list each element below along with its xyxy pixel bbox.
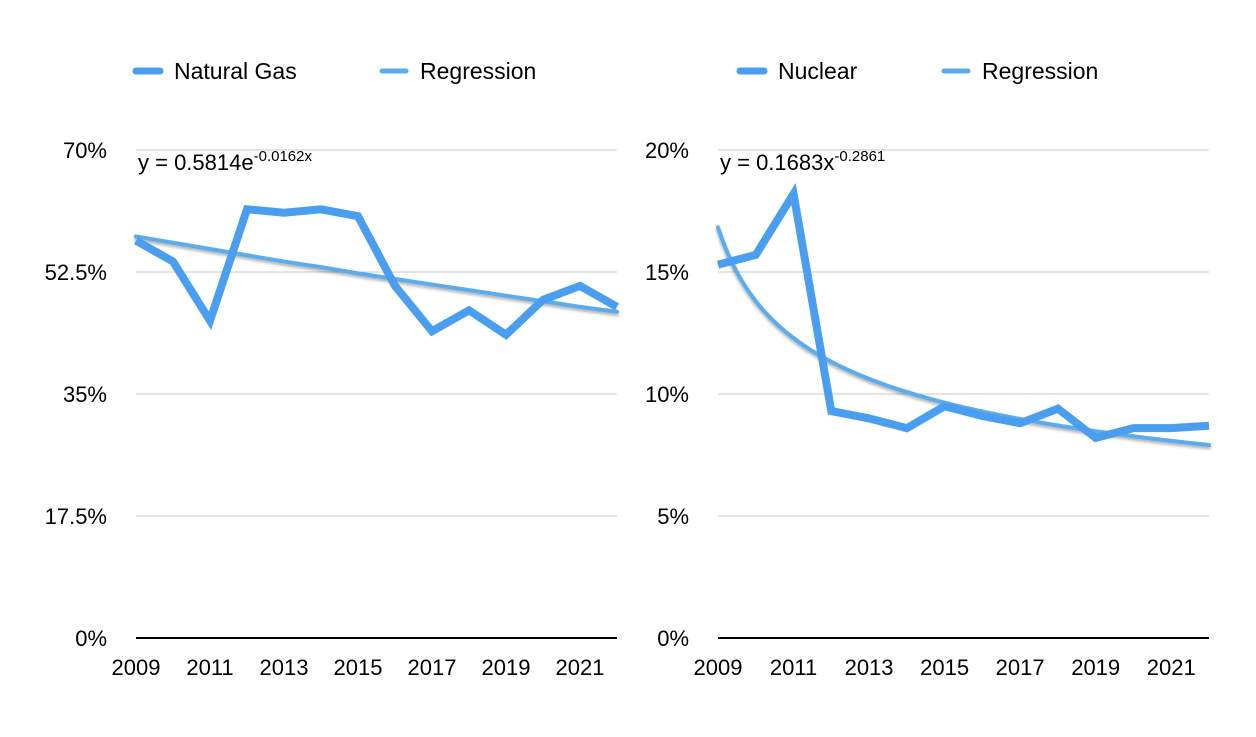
y-tick-label: 20% [645,138,689,163]
series-line-natural-gas [134,204,619,340]
x-tick-label: 2021 [556,655,605,680]
x-tick-label: 2019 [1071,655,1120,680]
y-tick-label: 5% [657,504,689,529]
y-tick-label: 35% [63,382,107,407]
x-tick-label: 2013 [260,655,309,680]
x-tick-label: 2013 [845,655,894,680]
x-tick-label: 2009 [112,655,161,680]
x-tick-label: 2019 [482,655,531,680]
regression-equation: y = 0.1683x-0.2861 [720,148,885,175]
y-tick-label: 0% [657,626,689,651]
x-tick-label: 2011 [186,655,233,680]
x-tick-label: 2015 [920,655,969,680]
x-tick-label: 2011 [770,655,817,680]
x-tick-label: 2015 [334,655,383,680]
y-tick-label: 70% [63,138,107,163]
x-tick-label: 2017 [996,655,1045,680]
series-line-nuclear [716,182,1210,443]
legend-label: Nuclear [778,58,858,84]
x-tick-label: 2017 [408,655,457,680]
x-tick-label: 2009 [694,655,743,680]
x-tick-label: 2021 [1147,655,1196,680]
y-tick-label: 0% [75,626,107,651]
y-tick-label: 15% [645,260,689,285]
chart-2: 0% 5% 10% 15% 20% 2009 2011 2013 2015 2017 2019 202… [645,58,1211,680]
regression-equation: y = 0.5814e-0.0162x [138,148,312,175]
legend-label: Regression [420,58,536,84]
y-tick-label: 52.5% [45,260,107,285]
y-tick-label: 10% [645,382,689,407]
legend-label: Natural Gas [174,58,297,84]
legend-label: Regression [982,58,1098,84]
y-tick-label: 17.5% [45,504,107,529]
chart-1: 0% 17.5% 35% 52.5% 70% 2009 2011 2013 2015 2017 20… [45,58,619,680]
